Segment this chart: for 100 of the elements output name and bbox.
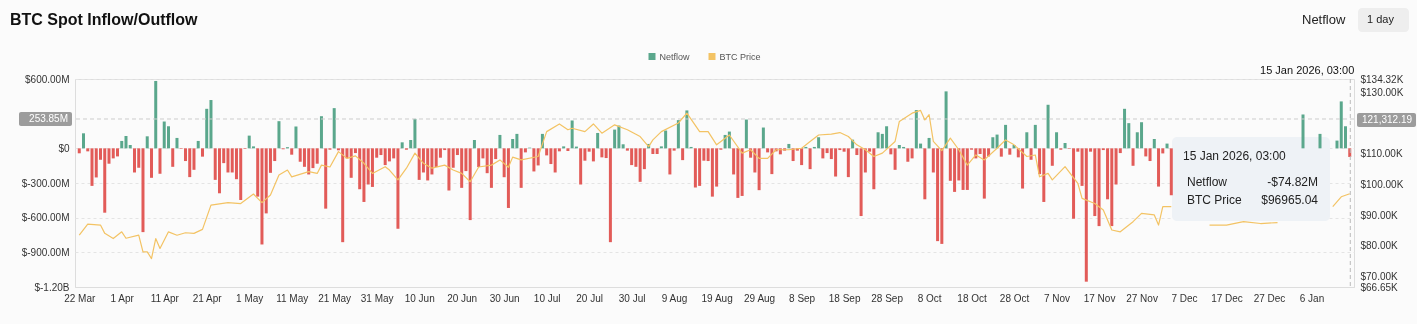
bar [239,148,243,200]
bar [608,148,612,243]
bar [1144,148,1148,157]
bar [859,148,863,217]
bar [897,144,901,149]
y-tick-label: $0 [58,142,70,154]
x-tick-label: 11 Apr [150,292,180,304]
x-tick-label: 21 May [318,292,352,304]
bar [910,148,914,159]
y2-tick-label: $110.00K [1360,148,1403,160]
annotation: BTC Price [1187,193,1242,207]
bar [681,148,685,161]
bar [77,148,81,154]
bar [1140,122,1144,149]
bar [638,148,642,182]
bar [1046,104,1050,149]
bar [808,148,812,170]
bar [770,148,774,175]
bar [579,148,583,185]
chart-title: BTC Spot Inflow/Outflow [10,11,199,28]
bar [630,148,634,166]
x-tick-label: 8 Sep [789,292,816,304]
annotation: $96965.04 [1261,193,1319,207]
bar [145,136,149,149]
bar [383,148,387,166]
bar [175,137,179,149]
x-tick-label: 28 Sep [871,292,904,304]
bar [914,110,918,149]
bar [82,133,85,149]
bar [621,144,625,149]
annotation: -$74.82M [1267,175,1318,189]
bar [379,148,383,156]
bar [672,148,676,151]
bar [166,126,170,149]
bar [324,148,328,209]
bar [226,148,230,173]
bar [515,133,519,149]
bar [472,140,476,149]
x-tick-label: 10 Jun [404,292,435,304]
bar [349,148,353,178]
x-tick-label: 1 Apr [110,292,135,304]
bar [1131,148,1135,166]
bar [676,120,680,149]
bar [634,148,638,167]
x-tick-label: 8 Oct [917,292,942,304]
bar [294,126,298,149]
bar [982,148,986,199]
bar [1050,148,1054,166]
y2-tick-label: $70.00K [1360,271,1399,283]
bar [1021,148,1025,189]
x-tick-label: 27 Nov [1126,292,1158,304]
bar [1093,148,1097,217]
x-tick-label: 7 Dec [1171,292,1198,304]
bar [506,148,510,208]
bar [120,140,124,149]
bar [115,148,119,157]
x-tick-label: 6 Jan [1299,292,1325,304]
bar [965,148,969,190]
bar [757,148,761,191]
bar [387,148,391,162]
bar [846,148,850,178]
bar [124,135,128,149]
bar [1110,148,1114,227]
bar [128,144,132,149]
x-tick-label: 30 Jun [489,292,520,304]
y2-tick-label: $90.00K [1360,209,1399,221]
bar [209,100,213,149]
y-tick-label: $-1.20B [34,281,70,293]
bar [906,148,910,162]
bar [460,148,464,188]
bar [617,125,621,149]
x-tick-label: 17 Dec [1211,292,1243,304]
bar [451,148,455,168]
bar [196,140,200,149]
bar [591,148,595,162]
bar [787,143,791,149]
bar [400,142,404,149]
x-tick-label: 18 Sep [828,292,861,304]
y2-tick-label: $130.00K [1360,86,1404,98]
bar [821,148,825,159]
ref-line-label: 15 Jan 2026, 03:00 [1260,64,1355,76]
bar [434,148,438,168]
x-tick-label: 11 May [276,292,309,304]
bar [664,130,668,149]
y-tick-label: $600.00M [25,73,70,85]
x-tick-label: 10 Jul [533,292,561,304]
bar [417,148,421,180]
bar [710,148,714,197]
y-tick-label: $-900.00M [21,246,70,258]
bar [961,148,965,190]
bar [315,148,319,164]
bar [489,148,493,188]
bar [1025,132,1029,149]
bar [132,148,136,173]
bar [744,119,748,149]
bar [1123,108,1127,149]
y2-tick-label: $66.65K [1360,281,1399,293]
ref-line-label: 253.85M [29,113,68,124]
x-tick-label: 21 Apr [192,292,223,304]
annotation: 15 Jan 2026, 03:00 [1183,149,1287,163]
